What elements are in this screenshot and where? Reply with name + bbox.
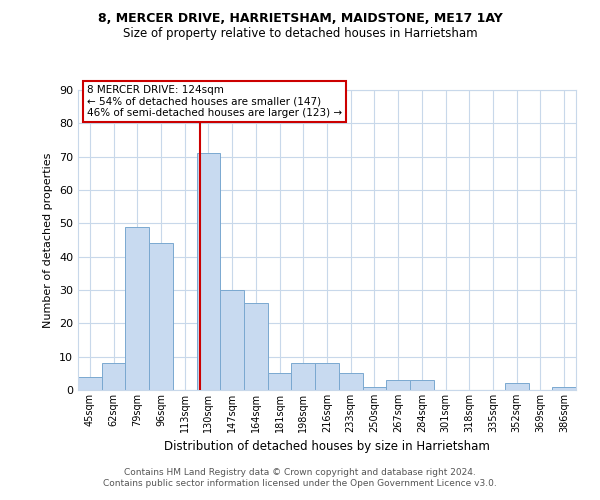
Text: 8, MERCER DRIVE, HARRIETSHAM, MAIDSTONE, ME17 1AY: 8, MERCER DRIVE, HARRIETSHAM, MAIDSTONE,… — [98, 12, 502, 26]
Bar — [339, 374, 362, 390]
Y-axis label: Number of detached properties: Number of detached properties — [43, 152, 53, 328]
Bar — [197, 154, 220, 390]
Text: Size of property relative to detached houses in Harrietsham: Size of property relative to detached ho… — [122, 28, 478, 40]
Bar — [362, 386, 386, 390]
Bar — [292, 364, 315, 390]
Bar — [315, 364, 339, 390]
Bar — [244, 304, 268, 390]
Bar — [410, 380, 434, 390]
Bar — [268, 374, 292, 390]
Bar — [386, 380, 410, 390]
Bar — [149, 244, 173, 390]
Bar — [220, 290, 244, 390]
Text: 8 MERCER DRIVE: 124sqm
← 54% of detached houses are smaller (147)
46% of semi-de: 8 MERCER DRIVE: 124sqm ← 54% of detached… — [87, 85, 342, 118]
Text: Contains HM Land Registry data © Crown copyright and database right 2024.
Contai: Contains HM Land Registry data © Crown c… — [103, 468, 497, 487]
Bar — [552, 386, 576, 390]
Bar — [78, 376, 102, 390]
Bar — [505, 384, 529, 390]
Bar — [125, 226, 149, 390]
X-axis label: Distribution of detached houses by size in Harrietsham: Distribution of detached houses by size … — [164, 440, 490, 454]
Bar — [102, 364, 125, 390]
